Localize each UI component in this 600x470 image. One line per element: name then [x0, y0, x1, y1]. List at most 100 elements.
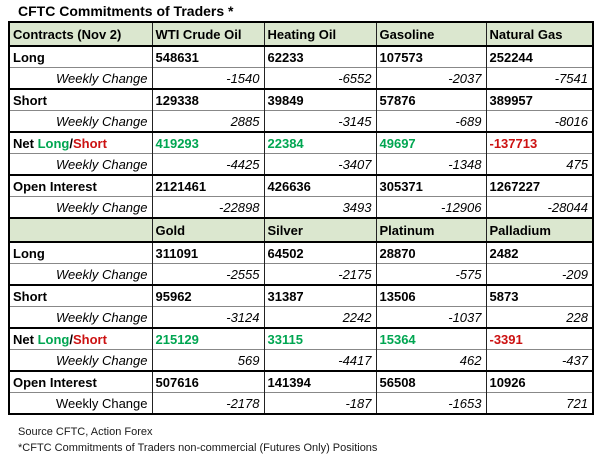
- cell-value: -3407: [263, 153, 376, 175]
- table-row: Weekly Change -2178 -187 -1653 721: [8, 392, 593, 414]
- row-label: Short: [8, 88, 152, 111]
- row-label: Open Interest: [8, 174, 152, 197]
- cell-value: -437: [485, 349, 593, 371]
- net-long-short-label: Net Long/Short: [8, 131, 152, 154]
- cell-value: 228: [485, 306, 593, 328]
- cell-value: 95962: [151, 284, 264, 307]
- table-row: Weekly Change -22898 3493 -12906 -28044: [8, 196, 593, 218]
- table-row: Short 129338 39849 57876 389957: [8, 88, 593, 111]
- cell-value: 2482: [485, 241, 593, 264]
- column-header: Gold: [151, 217, 264, 243]
- net-label-part: Long: [37, 135, 70, 151]
- row-label: Long: [8, 45, 152, 68]
- row-label: Weekly Change: [8, 306, 152, 328]
- cell-value: -575: [375, 263, 486, 285]
- cell-value: 39849: [263, 88, 376, 111]
- cell-value: 215129: [151, 327, 264, 350]
- row-label: Open Interest: [8, 370, 152, 393]
- cell-value: -137713: [485, 131, 593, 154]
- cell-value: 507616: [151, 370, 264, 393]
- table-row: Weekly Change -1540 -6552 -2037 -7541: [8, 67, 593, 89]
- cell-value: -2175: [263, 263, 376, 285]
- footer-source: Source CFTC, Action Forex: [18, 426, 153, 438]
- row-label: Short: [8, 284, 152, 307]
- cell-value: -4425: [151, 153, 264, 175]
- cell-value: 1267227: [485, 174, 593, 197]
- cell-value: 107573: [375, 45, 486, 68]
- table-row: Weekly Change 2885 -3145 -689 -8016: [8, 110, 593, 132]
- row-label: Long: [8, 241, 152, 264]
- table-header-row: Gold Silver Platinum Palladium: [8, 217, 593, 243]
- page-title: CFTC Commitments of Traders *: [18, 3, 234, 19]
- cell-value: -4417: [263, 349, 376, 371]
- cell-value: 252244: [485, 45, 593, 68]
- cell-value: 721: [485, 392, 593, 414]
- row-label: Weekly Change: [8, 153, 152, 175]
- table-header-row: Contracts (Nov 2) WTI Crude Oil Heating Oi…: [8, 21, 593, 47]
- empty-header-cell: [8, 217, 152, 243]
- column-header: Natural Gas: [485, 21, 593, 47]
- cell-value: 2121461: [151, 174, 264, 197]
- cell-value: 475: [485, 153, 593, 175]
- cell-value: 49697: [375, 131, 486, 154]
- net-label-part: Net: [13, 135, 38, 151]
- net-label-part: /: [69, 135, 73, 151]
- net-label-part: Short: [72, 135, 107, 151]
- table-row: Net Long/Short 419293 22384 49697 -137713: [8, 131, 593, 154]
- row-label: Weekly Change: [8, 110, 152, 132]
- cell-value: -689: [375, 110, 486, 132]
- cell-value: 2885: [151, 110, 264, 132]
- cell-value: -1540: [151, 67, 264, 89]
- cell-value: 2242: [263, 306, 376, 328]
- cell-value: 10926: [485, 370, 593, 393]
- cell-value: -1348: [375, 153, 486, 175]
- cell-value: -2178: [151, 392, 264, 414]
- cell-value: -2555: [151, 263, 264, 285]
- net-label-part: Short: [72, 331, 107, 347]
- cell-value: -8016: [485, 110, 593, 132]
- cell-value: 28870: [375, 241, 486, 264]
- column-header: WTI Crude Oil: [151, 21, 264, 47]
- table-row: Long 548631 62233 107573 252244: [8, 45, 593, 68]
- column-header: Silver: [263, 217, 376, 243]
- table-row: Weekly Change -3124 2242 -1037 228: [8, 306, 593, 328]
- cell-value: -3391: [485, 327, 593, 350]
- cell-value: 141394: [263, 370, 376, 393]
- cell-value: -22898: [151, 196, 264, 218]
- cell-value: -209: [485, 263, 593, 285]
- cell-value: 129338: [151, 88, 264, 111]
- net-long-short-label: Net Long/Short: [8, 327, 152, 350]
- table-row: Weekly Change -2555 -2175 -575 -209: [8, 263, 593, 285]
- row-label: Weekly Change: [8, 196, 152, 218]
- table-row: Open Interest 2121461 426636 305371 1267227: [8, 174, 593, 197]
- table-row: Long 311091 64502 28870 2482: [8, 241, 593, 264]
- cell-value: -12906: [375, 196, 486, 218]
- cell-value: -1037: [375, 306, 486, 328]
- cell-value: 548631: [151, 45, 264, 68]
- cell-value: 22384: [263, 131, 376, 154]
- cell-value: -1653: [375, 392, 486, 414]
- net-label-part: /: [69, 331, 73, 347]
- table-row: Weekly Change -4425 -3407 -1348 475: [8, 153, 593, 175]
- cell-value: 57876: [375, 88, 486, 111]
- cell-value: 13506: [375, 284, 486, 307]
- cell-value: 62233: [263, 45, 376, 68]
- cell-value: 33115: [263, 327, 376, 350]
- table-row: Weekly Change 569 -4417 462 -437: [8, 349, 593, 371]
- footer-note: *CFTC Commitments of Traders non-commerc…: [18, 442, 378, 454]
- cell-value: 419293: [151, 131, 264, 154]
- table-row: Open Interest 507616 141394 56508 10926: [8, 370, 593, 393]
- net-label-part: Long: [37, 331, 70, 347]
- cell-value: 64502: [263, 241, 376, 264]
- cell-value: 3493: [263, 196, 376, 218]
- cell-value: 15364: [375, 327, 486, 350]
- cell-value: -7541: [485, 67, 593, 89]
- cell-value: -6552: [263, 67, 376, 89]
- column-header: Palladium: [485, 217, 593, 243]
- column-header: Gasoline: [375, 21, 486, 47]
- table-row: Short 95962 31387 13506 5873: [8, 284, 593, 307]
- column-header: Contracts (Nov 2): [8, 21, 152, 47]
- cell-value: -3124: [151, 306, 264, 328]
- cell-value: 426636: [263, 174, 376, 197]
